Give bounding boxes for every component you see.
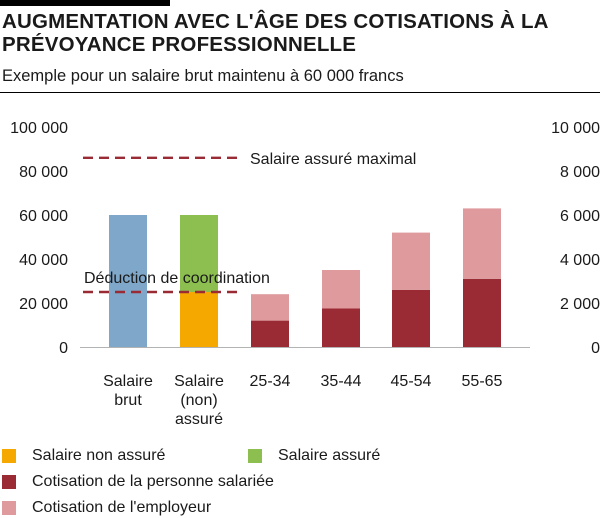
legend-swatch: [2, 449, 16, 463]
right-axis-tick-label: 2 000: [560, 296, 600, 313]
chart-subtitle: Exemple pour un salaire brut maintenu à …: [2, 67, 404, 85]
legend-item-cotisation-salariee: Cotisation de la personne salariée: [2, 473, 274, 491]
legend-swatch: [2, 475, 16, 489]
bar-segment-salarie: [251, 320, 289, 347]
category-label: (non): [180, 392, 217, 409]
legend-swatch: [2, 501, 16, 515]
chart-title: AUGMENTATION AVEC L'ÂGE DES COTISATIONS …: [2, 10, 548, 56]
bar-segment-salarie: [392, 289, 430, 347]
legend-item-salaire-non-assure: Salaire non assuré: [2, 447, 165, 465]
category-label: 45-54: [391, 373, 432, 390]
bar-segment-salarie: [322, 308, 360, 347]
bar-segment-salarie: [463, 278, 501, 347]
category-label: Salaire: [103, 373, 153, 390]
left-axis-tick-label: 60 000: [19, 208, 68, 225]
header-accent-bar: [0, 0, 170, 6]
legend-label: Cotisation de l'employeur: [32, 499, 212, 516]
bar-segment-employeur: [322, 270, 360, 309]
category-label: 55-65: [462, 373, 503, 390]
category-label: 35-44: [321, 373, 362, 390]
bar-segment-brut: [109, 215, 147, 347]
right-axis-tick-label: 6 000: [560, 208, 600, 225]
left-axis-tick-label: 0: [59, 340, 68, 357]
legend-item-cotisation-employeur: Cotisation de l'employeur: [2, 499, 211, 517]
bar-segment-employeur: [463, 208, 501, 279]
legend-label: Salaire assuré: [278, 447, 381, 464]
legend-label: Cotisation de la personne salariée: [32, 473, 274, 490]
right-axis-tick-label: 10 000: [551, 120, 600, 137]
legend-swatch: [248, 449, 262, 463]
bar-segment-employeur: [392, 232, 430, 290]
category-label: Salaire: [174, 373, 224, 390]
header-rule: [0, 92, 600, 93]
bar-segment-non_assure: [180, 292, 218, 347]
category-label: assuré: [175, 411, 223, 428]
left-axis-tick-label: 40 000: [19, 252, 68, 269]
category-label: 25-34: [250, 373, 291, 390]
left-axis-tick-label: 100 000: [10, 120, 68, 137]
bar-segment-employeur: [251, 294, 289, 321]
right-axis-tick-label: 8 000: [560, 164, 600, 181]
deduction-coordination-label: Déduction de coordination: [84, 270, 270, 287]
right-axis-tick-label: 4 000: [560, 252, 600, 269]
salaire-assure-maximal-label: Salaire assuré maximal: [250, 151, 416, 168]
category-label: brut: [114, 392, 142, 409]
right-axis-tick-label: 0: [591, 340, 600, 357]
left-axis-tick-label: 20 000: [19, 296, 68, 313]
bar-segment-assure: [180, 215, 218, 292]
legend-item-salaire-assure: Salaire assuré: [248, 447, 380, 465]
left-axis-tick-label: 80 000: [19, 164, 68, 181]
legend-label: Salaire non assuré: [32, 447, 166, 464]
